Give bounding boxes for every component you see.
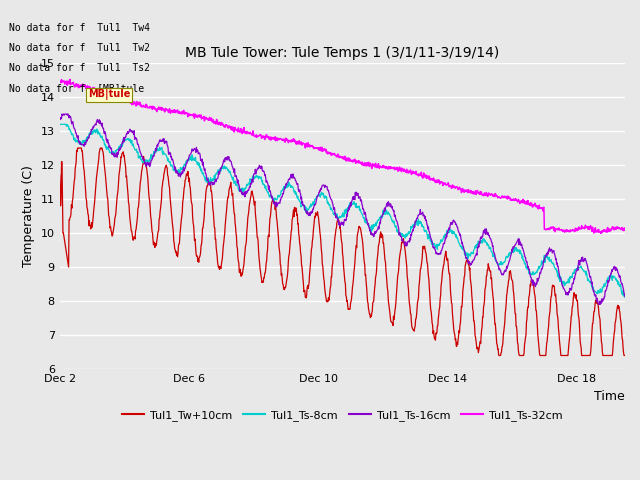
Tul1_Ts-8cm: [301, 203, 309, 209]
Tul1_Tw+10cm: [56, 172, 63, 178]
Tul1_Ts-32cm: [353, 159, 361, 165]
Line: Tul1_Ts-16cm: Tul1_Ts-16cm: [60, 114, 625, 304]
Title: MB Tule Tower: Tule Temps 1 (3/1/11-3/19/14): MB Tule Tower: Tule Temps 1 (3/1/11-3/19…: [185, 47, 499, 60]
Tul1_Tw+10cm: [353, 233, 361, 239]
Tul1_Ts-32cm: [365, 160, 373, 166]
Text: MB|tule: MB|tule: [88, 89, 131, 100]
Tul1_Ts-8cm: [353, 205, 361, 211]
Tul1_Ts-32cm: [131, 101, 139, 107]
Tul1_Ts-32cm: [301, 145, 309, 151]
Tul1_Ts-16cm: [56, 116, 63, 122]
Tul1_Ts-16cm: [247, 181, 255, 187]
Tul1_Ts-8cm: [152, 148, 159, 154]
Text: No data for f  Tul1  Ts2: No data for f Tul1 Ts2: [9, 63, 150, 73]
Text: No data for f  Tul1  Tw2: No data for f Tul1 Tw2: [9, 43, 150, 53]
Y-axis label: Temperature (C): Temperature (C): [22, 165, 35, 267]
Line: Tul1_Tw+10cm: Tul1_Tw+10cm: [60, 148, 625, 356]
Tul1_Ts-8cm: [56, 122, 63, 128]
Tul1_Ts-32cm: [621, 227, 629, 232]
Legend: Tul1_Tw+10cm, Tul1_Ts-8cm, Tul1_Ts-16cm, Tul1_Ts-32cm: Tul1_Tw+10cm, Tul1_Ts-8cm, Tul1_Ts-16cm,…: [118, 405, 567, 425]
Tul1_Ts-32cm: [56, 79, 63, 85]
Text: No data for f  [MB]tule: No data for f [MB]tule: [9, 83, 144, 93]
Text: No data for f  Tul1  Tw4: No data for f Tul1 Tw4: [9, 23, 150, 33]
Tul1_Tw+10cm: [152, 241, 159, 247]
Tul1_Tw+10cm: [621, 353, 629, 359]
Tul1_Ts-16cm: [596, 301, 604, 307]
Tul1_Ts-8cm: [131, 147, 139, 153]
Tul1_Ts-8cm: [247, 179, 255, 185]
Tul1_Ts-16cm: [365, 225, 373, 231]
Tul1_Ts-16cm: [353, 192, 361, 198]
Tul1_Ts-32cm: [247, 131, 255, 136]
Tul1_Ts-32cm: [152, 106, 159, 112]
Tul1_Tw+10cm: [495, 353, 503, 359]
Line: Tul1_Ts-8cm: Tul1_Ts-8cm: [60, 124, 625, 298]
Tul1_Ts-16cm: [621, 294, 629, 300]
Tul1_Tw+10cm: [75, 145, 83, 151]
Tul1_Tw+10cm: [247, 194, 255, 200]
X-axis label: Time: Time: [595, 389, 625, 403]
Tul1_Ts-16cm: [58, 111, 66, 117]
Tul1_Ts-16cm: [152, 147, 159, 153]
Tul1_Tw+10cm: [301, 294, 309, 300]
Tul1_Ts-8cm: [57, 121, 65, 127]
Tul1_Ts-32cm: [597, 230, 605, 236]
Tul1_Ts-32cm: [66, 77, 74, 83]
Tul1_Ts-16cm: [131, 134, 139, 140]
Tul1_Ts-16cm: [301, 207, 309, 213]
Line: Tul1_Ts-32cm: Tul1_Ts-32cm: [60, 80, 625, 233]
Tul1_Ts-8cm: [365, 222, 373, 228]
Tul1_Ts-8cm: [621, 295, 629, 300]
Tul1_Tw+10cm: [131, 236, 139, 242]
Tul1_Tw+10cm: [365, 308, 373, 313]
